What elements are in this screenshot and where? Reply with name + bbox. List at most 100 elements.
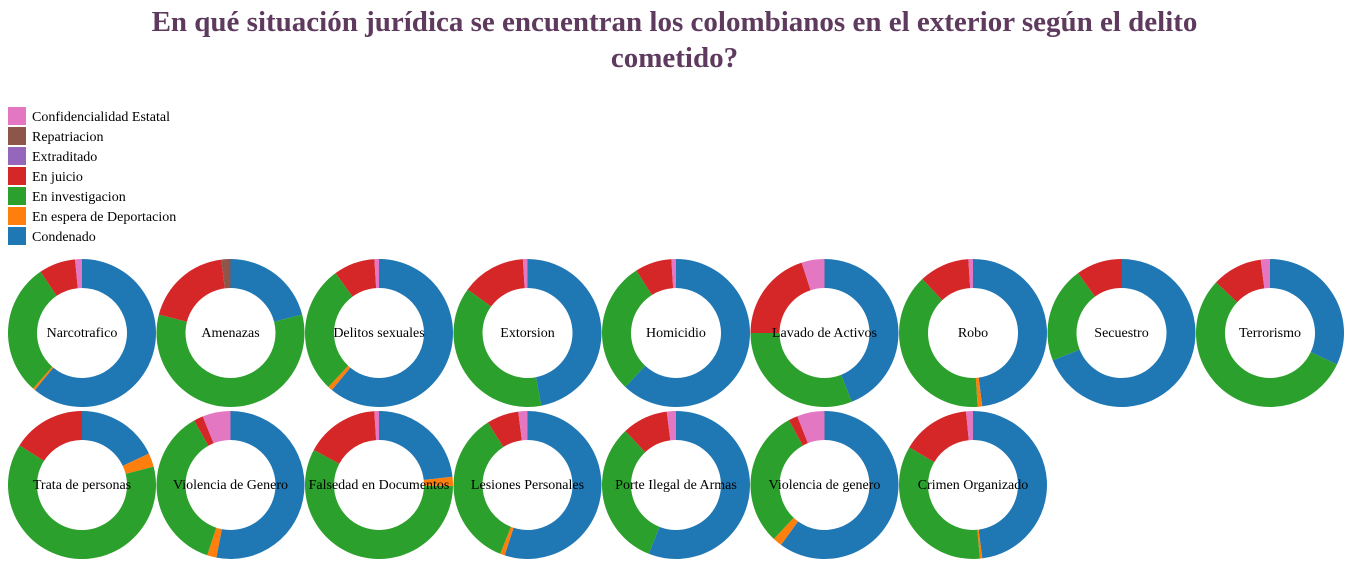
slice-extorsion-en-investigacion — [453, 289, 542, 407]
slice-homicidio-condenado — [625, 259, 750, 407]
slice-terrorismo-condenado — [1270, 259, 1344, 365]
slice-narcotrafico-en-investigacion — [8, 271, 57, 389]
donut-narcotrafico: Narcotrafico — [8, 259, 156, 407]
page-title: En qué situación jurídica se encuentran … — [0, 4, 1349, 76]
slice-amenazas-repatriacion — [221, 259, 231, 289]
donut-secuestro: Secuestro — [1047, 259, 1196, 407]
donut-lavado-de-activos: Lavado de Activos — [750, 259, 899, 407]
donut-label-secuestro: Secuestro — [1094, 326, 1148, 341]
donut-label-porte-ilegal-de-armas: Porte Ilegal de Armas — [615, 478, 737, 493]
donut-label-trata-de-personas: Trata de personas — [33, 478, 131, 493]
slice-trata-de-personas-en-juicio — [19, 411, 82, 461]
legend-label-en-juicio: En juicio — [32, 170, 83, 185]
donut-robo: Robo — [899, 259, 1047, 407]
slice-violencia-de-genero-en-espera-de-deportacion — [207, 527, 222, 558]
slice-crimen-organizado-confidencialidad-estatal — [966, 411, 973, 441]
slice-robo-confidencialidad-estatal — [968, 259, 973, 289]
slice-terrorismo-confidencialidad-estatal — [1260, 259, 1270, 289]
slice-falsedad-en-documentos-en-espera-de-deportacion — [423, 476, 453, 487]
legend-item-en-investigacion: En investigacion — [8, 187, 126, 205]
slice-lavado-de-activos-en-investigacion — [750, 333, 852, 407]
donut-label-violencia-de-genero: Violencia de genero — [769, 478, 881, 493]
slice-lesiones-personales-condenado — [504, 411, 602, 559]
slice-robo-condenado — [973, 259, 1047, 407]
slice-terrorismo-en-investigacion — [1196, 282, 1337, 407]
legend-item-extraditado: Extraditado — [8, 147, 97, 165]
slice-lavado-de-activos-condenado — [824, 259, 899, 402]
donut-label-violencia-de-genero: Violencia de Genero — [173, 478, 288, 493]
slice-extorsion-condenado — [527, 259, 602, 406]
slice-delitos-sexuales-confidencialidad-estatal — [374, 259, 379, 289]
slice-homicidio-en-juicio — [636, 259, 674, 296]
slice-narcotrafico-en-juicio — [40, 259, 78, 296]
legend-swatch-en-espera-de-deportacion — [8, 207, 26, 225]
slice-robo-en-investigacion — [899, 279, 978, 407]
slice-amenazas-condenado — [230, 259, 303, 322]
legend-item-en-juicio: En juicio — [8, 167, 83, 185]
slice-secuestro-condenado — [1052, 259, 1196, 407]
donut-crimen-organizado: Crimen Organizado — [899, 411, 1048, 559]
donut-delitos-sexuales: Delitos sexuales — [305, 259, 454, 407]
legend-swatch-en-juicio — [8, 167, 26, 185]
legend-swatch-condenado — [8, 227, 26, 245]
slice-lavado-de-activos-en-juicio — [750, 262, 811, 333]
page-title-line-1: En qué situación jurídica se encuentran … — [151, 6, 1198, 38]
slice-violencia-de-genero-confidencialidad-estatal — [202, 411, 231, 444]
legend-item-condenado: Condenado — [8, 227, 96, 245]
donut-violencia-de-genero: Violencia de Genero — [156, 411, 305, 559]
donut-falsedad-en-documentos: Falsedad en Documentos — [305, 411, 453, 559]
legend-label-condenado: Condenado — [32, 230, 96, 245]
slice-porte-ilegal-de-armas-condenado — [648, 411, 750, 559]
slice-trata-de-personas-en-espera-de-deportacion — [122, 453, 154, 474]
slice-secuestro-en-investigacion — [1047, 273, 1096, 361]
donut-label-lavado-de-activos: Lavado de Activos — [772, 326, 877, 341]
slice-narcotrafico-condenado — [34, 259, 156, 407]
slice-lesiones-personales-en-espera-de-deportacion — [500, 526, 514, 556]
donut-label-crimen-organizado: Crimen Organizado — [918, 478, 1029, 493]
slice-secuestro-en-juicio — [1078, 259, 1122, 297]
donut-porte-ilegal-de-armas: Porte Ilegal de Armas — [601, 411, 750, 559]
slice-crimen-organizado-condenado — [973, 411, 1048, 559]
legend-swatch-en-investigacion — [8, 187, 26, 205]
slice-delitos-sexuales-en-investigacion — [305, 273, 353, 387]
donut-label-extorsion: Extorsion — [500, 326, 554, 341]
donut-label-amenazas: Amenazas — [201, 326, 259, 341]
slice-crimen-organizado-en-espera-de-deportacion — [977, 529, 983, 559]
slice-violencia-de-genero-condenado — [216, 411, 305, 559]
legend-swatch-repatriacion — [8, 127, 26, 145]
legend-label-repatriacion: Repatriacion — [32, 130, 104, 145]
slice-homicidio-en-investigacion — [602, 270, 652, 387]
donut-multiples: Narcotrafico Amenazas Delitos sexuales Exto… — [7, 259, 1344, 560]
slice-violencia-de-genero-en-investigacion — [156, 420, 217, 556]
slice-lesiones-personales-en-juicio — [487, 411, 522, 448]
slice-terrorismo-en-juicio — [1216, 259, 1265, 303]
slice-crimen-organizado-en-investigacion — [899, 447, 980, 559]
donut-label-terrorismo: Terrorismo — [1239, 326, 1301, 341]
legend-swatch-confidencialidad-estatal — [8, 107, 26, 125]
donut-homicidio: Homicidio — [602, 259, 750, 407]
slice-amenazas-en-juicio — [158, 259, 225, 322]
donut-violencia-de-genero: Violencia de genero — [750, 411, 899, 559]
donut-label-lesiones-personales: Lesiones Personales — [471, 478, 584, 493]
slice-falsedad-en-documentos-confidencialidad-estatal — [374, 411, 379, 441]
slice-violencia-de-genero-en-juicio — [788, 416, 808, 446]
slice-violencia-de-genero-condenado — [781, 411, 899, 559]
slice-narcotrafico-confidencialidad-estatal — [75, 259, 82, 289]
slice-lesiones-personales-confidencialidad-estatal — [518, 411, 528, 441]
slice-delitos-sexuales-en-espera-de-deportacion — [328, 365, 351, 391]
slice-delitos-sexuales-condenado — [331, 259, 454, 407]
donut-label-robo: Robo — [958, 326, 988, 341]
slice-falsedad-en-documentos-en-juicio — [313, 411, 377, 464]
slice-extorsion-confidencialidad-estatal — [522, 259, 528, 289]
legend-label-en-investigacion: En investigacion — [32, 190, 126, 205]
donut-label-falsedad-en-documentos: Falsedad en Documentos — [309, 478, 450, 493]
donut-label-narcotrafico: Narcotrafico — [47, 326, 118, 341]
legend-label-extraditado: Extraditado — [32, 150, 97, 165]
donut-amenazas: Amenazas — [156, 259, 305, 408]
slice-violencia-de-genero-en-espera-de-deportacion — [773, 517, 799, 545]
slice-homicidio-confidencialidad-estatal — [671, 259, 676, 289]
slice-trata-de-personas-condenado — [82, 411, 149, 466]
legend: Confidencialidad Estatal Repatriacion Extr… — [8, 107, 176, 245]
slice-narcotrafico-en-espera-de-deportacion — [33, 366, 54, 391]
